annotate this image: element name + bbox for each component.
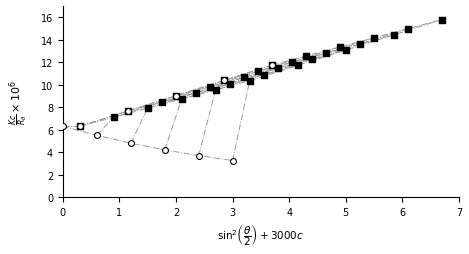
Point: [76, 125, 83, 129]
Point: [124, 109, 132, 114]
Point: [93, 134, 100, 138]
Point: [404, 27, 412, 31]
Point: [260, 73, 267, 77]
Point: [212, 88, 219, 92]
Point: [274, 67, 281, 71]
Point: [158, 101, 166, 105]
Point: [172, 94, 180, 98]
Point: [127, 141, 135, 146]
Point: [229, 159, 236, 163]
Point: [356, 43, 363, 47]
Point: [76, 125, 83, 129]
Point: [254, 70, 262, 74]
X-axis label: $\sin^2\!\left(\dfrac{\theta}{2}\right) + 3000c$: $\sin^2\!\left(\dfrac{\theta}{2}\right) …: [217, 221, 304, 247]
Point: [371, 37, 378, 41]
Point: [192, 91, 200, 96]
Y-axis label: $\frac{Kc}{R_{\theta}} \times 10^6$: $\frac{Kc}{R_{\theta}} \times 10^6$: [7, 80, 30, 125]
Point: [288, 61, 296, 65]
Point: [303, 55, 310, 59]
Point: [124, 109, 132, 114]
Point: [172, 94, 180, 98]
Point: [268, 64, 276, 68]
Point: [206, 85, 214, 89]
Point: [220, 79, 228, 83]
Point: [308, 58, 316, 62]
Point: [438, 19, 446, 23]
Point: [294, 64, 302, 68]
Point: [390, 34, 398, 38]
Point: [59, 125, 67, 129]
Point: [161, 148, 168, 152]
Point: [322, 52, 330, 56]
Point: [144, 107, 151, 111]
Point: [246, 80, 253, 84]
Point: [195, 154, 203, 158]
Point: [226, 82, 234, 86]
Point: [220, 79, 228, 83]
Point: [178, 98, 185, 102]
Point: [110, 116, 118, 120]
Point: [268, 64, 276, 68]
Point: [336, 46, 344, 50]
Point: [240, 76, 248, 80]
Point: [342, 49, 349, 53]
